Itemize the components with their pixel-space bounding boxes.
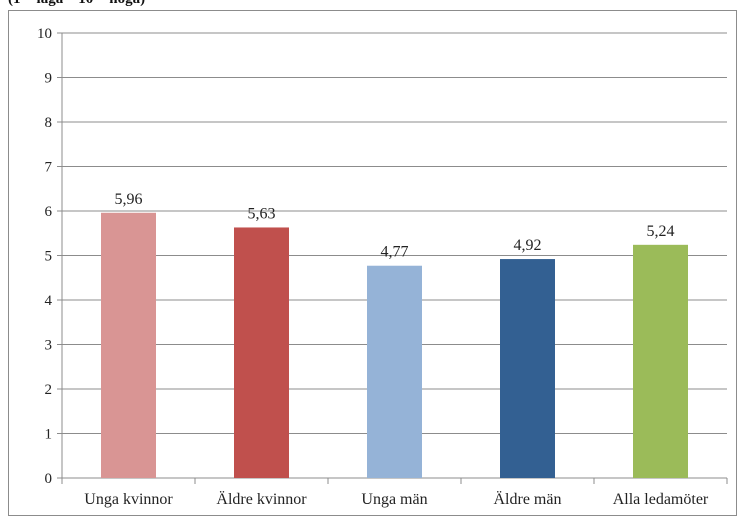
bar-value-label: 5,96: [115, 191, 143, 208]
bars: [101, 212, 688, 478]
x-category-label: Unga kvinnor: [84, 491, 173, 508]
y-axis-tick-labels: 0 1 2 3 4 5 6 7 8 9 10: [37, 26, 53, 487]
bar: [633, 244, 688, 478]
x-category-label: Äldre män: [494, 490, 562, 508]
bar: [500, 259, 555, 478]
bar: [101, 212, 156, 478]
y-tick-label: 8: [45, 115, 53, 131]
bar-value-label: 5,24: [647, 223, 675, 240]
y-tick-label: 6: [45, 204, 53, 220]
gridlines: [62, 32, 727, 434]
chart-frame: 0 1 2 3 4 5 6 7 8 9 10 5,96 5,63 4,77 4,92 5,24 Unga k…: [8, 10, 737, 516]
bar-value-label: 4,77: [381, 244, 409, 261]
y-tick-label: 10: [37, 26, 52, 42]
y-tick-label: 4: [45, 293, 53, 309]
bar-value-label: 4,92: [514, 237, 542, 254]
y-tick-label: 5: [45, 249, 53, 265]
y-tick-label: 3: [45, 338, 53, 354]
y-tick-label: 2: [45, 382, 53, 398]
x-category-label: Unga män: [361, 491, 427, 508]
y-tick-label: 0: [45, 471, 53, 487]
bar-value-label: 5,63: [248, 205, 276, 222]
bar: [234, 227, 289, 478]
x-axis-category-labels: Unga kvinnor Äldre kvinnor Unga män Äldre m…: [84, 490, 709, 508]
x-category-label: Alla ledamöter: [613, 491, 709, 508]
value-labels: 5,96 5,63 4,77 4,92 5,24: [115, 191, 675, 261]
y-tick-label: 7: [45, 160, 53, 176]
chart-title-cropped: (1 = låga – 10 = höga): [8, 0, 145, 8]
y-tick-label: 1: [45, 427, 53, 443]
x-category-label: Äldre kvinnor: [216, 490, 307, 508]
bar-chart: 0 1 2 3 4 5 6 7 8 9 10 5,96 5,63 4,77 4,92 5,24 Unga k…: [37, 26, 728, 508]
bar: [367, 265, 422, 478]
y-tick-label: 9: [45, 71, 53, 87]
